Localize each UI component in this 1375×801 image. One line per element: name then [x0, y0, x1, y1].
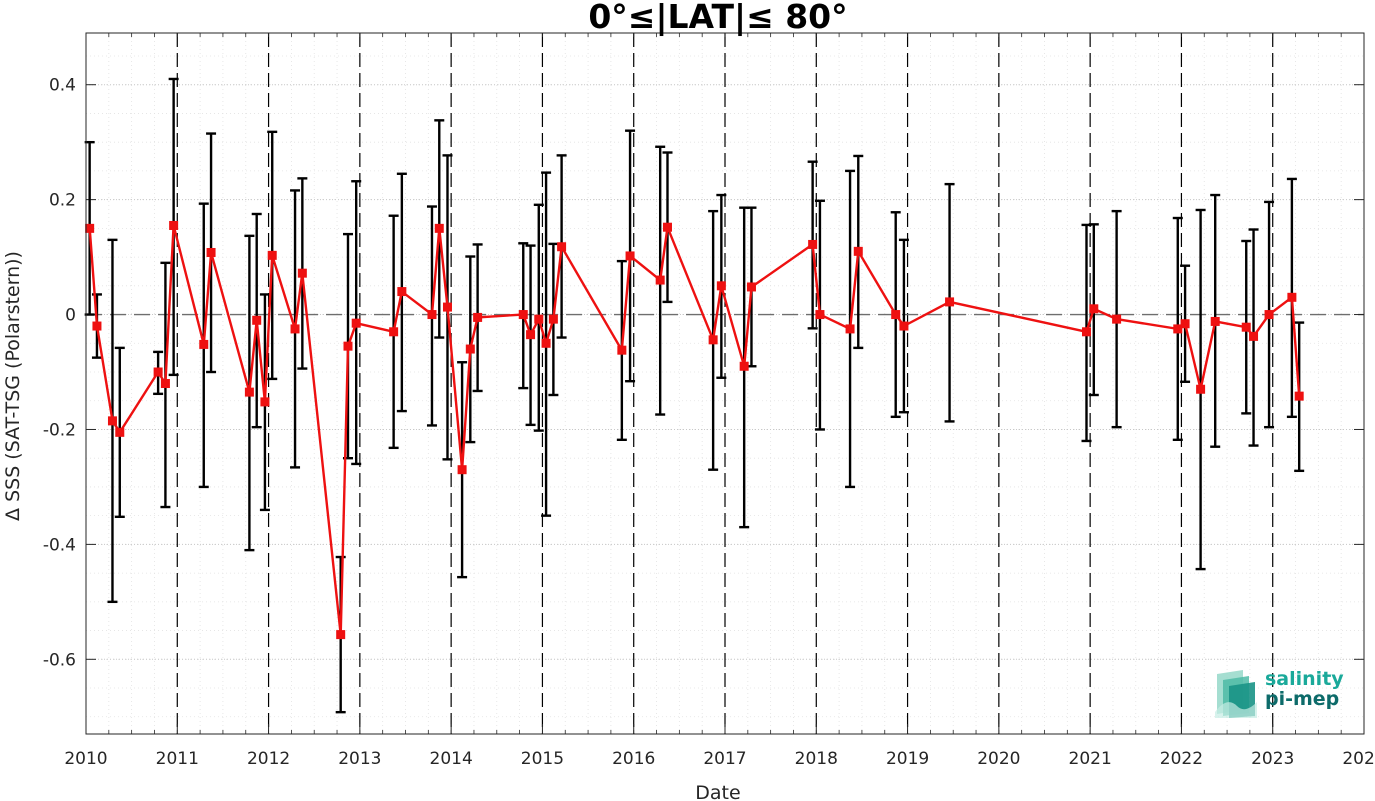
- data-point-marker: [85, 223, 95, 233]
- data-point-marker: [548, 314, 558, 324]
- y-tick-labels: -0.6 -0.4 -0.2 0 0.2 0.4: [43, 76, 76, 671]
- data-point-marker: [457, 465, 467, 475]
- data-point-marker: [92, 321, 102, 331]
- x-tick-label: 2020: [977, 749, 1020, 769]
- x-tick-label: 2014: [430, 749, 473, 769]
- data-point-marker: [518, 310, 528, 320]
- data-point-marker: [662, 222, 672, 232]
- data-point-marker: [746, 282, 756, 292]
- data-point-marker: [351, 318, 361, 328]
- x-tick-label: 2015: [521, 749, 564, 769]
- data-point-marker: [1112, 314, 1122, 324]
- y-tick-label: 0: [65, 306, 76, 326]
- x-tick-label: 2019: [886, 749, 929, 769]
- data-point-marker: [617, 345, 627, 355]
- data-point-marker: [1287, 292, 1297, 302]
- x-tick-labels: 2010 2011 2012 2013 2014 2015 2016 2017 2018 2019…: [64, 749, 1375, 769]
- data-point-marker: [427, 310, 437, 320]
- data-point-marker: [267, 250, 277, 260]
- plot-frame: [85, 32, 1365, 735]
- y-tick-label: -0.6: [43, 650, 76, 670]
- logo-text-salinity: salinity: [1265, 668, 1344, 690]
- data-point-marker: [541, 338, 551, 348]
- data-point-marker: [853, 246, 863, 256]
- data-point-marker: [1210, 316, 1220, 326]
- data-point-marker: [557, 242, 567, 252]
- y-tick-label: 0.2: [49, 191, 76, 211]
- data-point-marker: [244, 387, 254, 397]
- x-tick-label: 2011: [156, 749, 199, 769]
- x-tick-label: 2010: [64, 749, 107, 769]
- x-tick-label: 2012: [247, 749, 290, 769]
- data-point-marker: [1241, 322, 1251, 332]
- data-point-marker: [160, 379, 170, 388]
- data-point-marker: [891, 310, 901, 320]
- data-point-marker: [434, 223, 444, 233]
- data-point-marker: [206, 247, 216, 257]
- data-point-marker: [153, 367, 163, 377]
- data-point-marker: [1249, 331, 1259, 341]
- data-point-marker: [199, 339, 209, 349]
- data-point-marker: [297, 268, 307, 278]
- logo-text-pi-mep: pi-mep: [1265, 688, 1340, 710]
- data-point-marker: [115, 427, 125, 437]
- data-point-marker: [260, 397, 270, 407]
- data-point-marker: [465, 344, 475, 354]
- x-axis-label: Date: [695, 782, 740, 801]
- data-point-marker: [945, 297, 955, 307]
- data-point-marker: [899, 321, 909, 331]
- data-point-marker: [389, 327, 399, 337]
- data-point-marker: [845, 324, 855, 334]
- data-point-marker: [343, 341, 353, 351]
- y-tick-label: -0.2: [43, 420, 76, 440]
- data-point-marker: [290, 324, 300, 334]
- x-tick-label: 2023: [1251, 749, 1294, 769]
- x-tick-label: 2024: [1342, 749, 1375, 769]
- salinity-pi-mep-logo: salinity pi-mep: [1213, 666, 1353, 718]
- data-point-marker: [473, 312, 483, 322]
- series-markers: [85, 220, 1304, 640]
- data-point-marker: [107, 416, 117, 426]
- y-tick-label: 0.4: [49, 76, 76, 96]
- x-tick-label: 2022: [1160, 749, 1203, 769]
- data-point-marker: [442, 302, 452, 312]
- x-tick-label: 2021: [1069, 749, 1112, 769]
- data-point-marker: [336, 630, 346, 640]
- data-point-marker: [708, 335, 718, 345]
- chart-title: 0°≤|LAT|≤ 80°: [588, 0, 847, 36]
- wave-logo-icon: [1215, 670, 1257, 718]
- x-tick-label: 2017: [703, 749, 746, 769]
- data-point-marker: [1196, 384, 1206, 394]
- x-tick-label: 2016: [612, 749, 655, 769]
- data-point-marker: [655, 275, 665, 285]
- data-point-marker: [1294, 391, 1304, 401]
- data-point-marker: [815, 310, 825, 320]
- data-point-marker: [1264, 310, 1274, 320]
- data-point-marker: [625, 251, 635, 261]
- data-point-marker: [1173, 324, 1183, 334]
- data-point-marker: [808, 239, 818, 249]
- data-point-marker: [526, 330, 536, 340]
- y-axis-label: Δ SSS (SAT-TSG (Polarstern)): [2, 251, 24, 521]
- data-point-marker: [169, 220, 179, 230]
- data-point-marker: [1089, 304, 1099, 314]
- data-point-marker: [534, 314, 544, 324]
- data-point-marker: [739, 361, 749, 371]
- data-point-marker: [1081, 327, 1091, 337]
- data-point-marker: [252, 315, 262, 325]
- y-tick-label: -0.4: [43, 535, 76, 555]
- data-point-marker: [397, 287, 407, 297]
- year-dashed-lines: [176, 33, 1274, 734]
- data-point-marker: [716, 281, 726, 291]
- x-tick-label: 2018: [795, 749, 838, 769]
- data-point-marker: [1180, 319, 1190, 329]
- x-tick-label: 2013: [338, 749, 381, 769]
